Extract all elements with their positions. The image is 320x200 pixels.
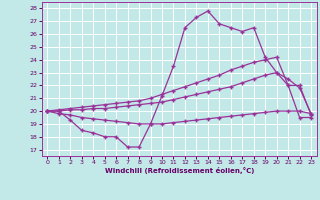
X-axis label: Windchill (Refroidissement éolien,°C): Windchill (Refroidissement éolien,°C): [105, 167, 254, 174]
